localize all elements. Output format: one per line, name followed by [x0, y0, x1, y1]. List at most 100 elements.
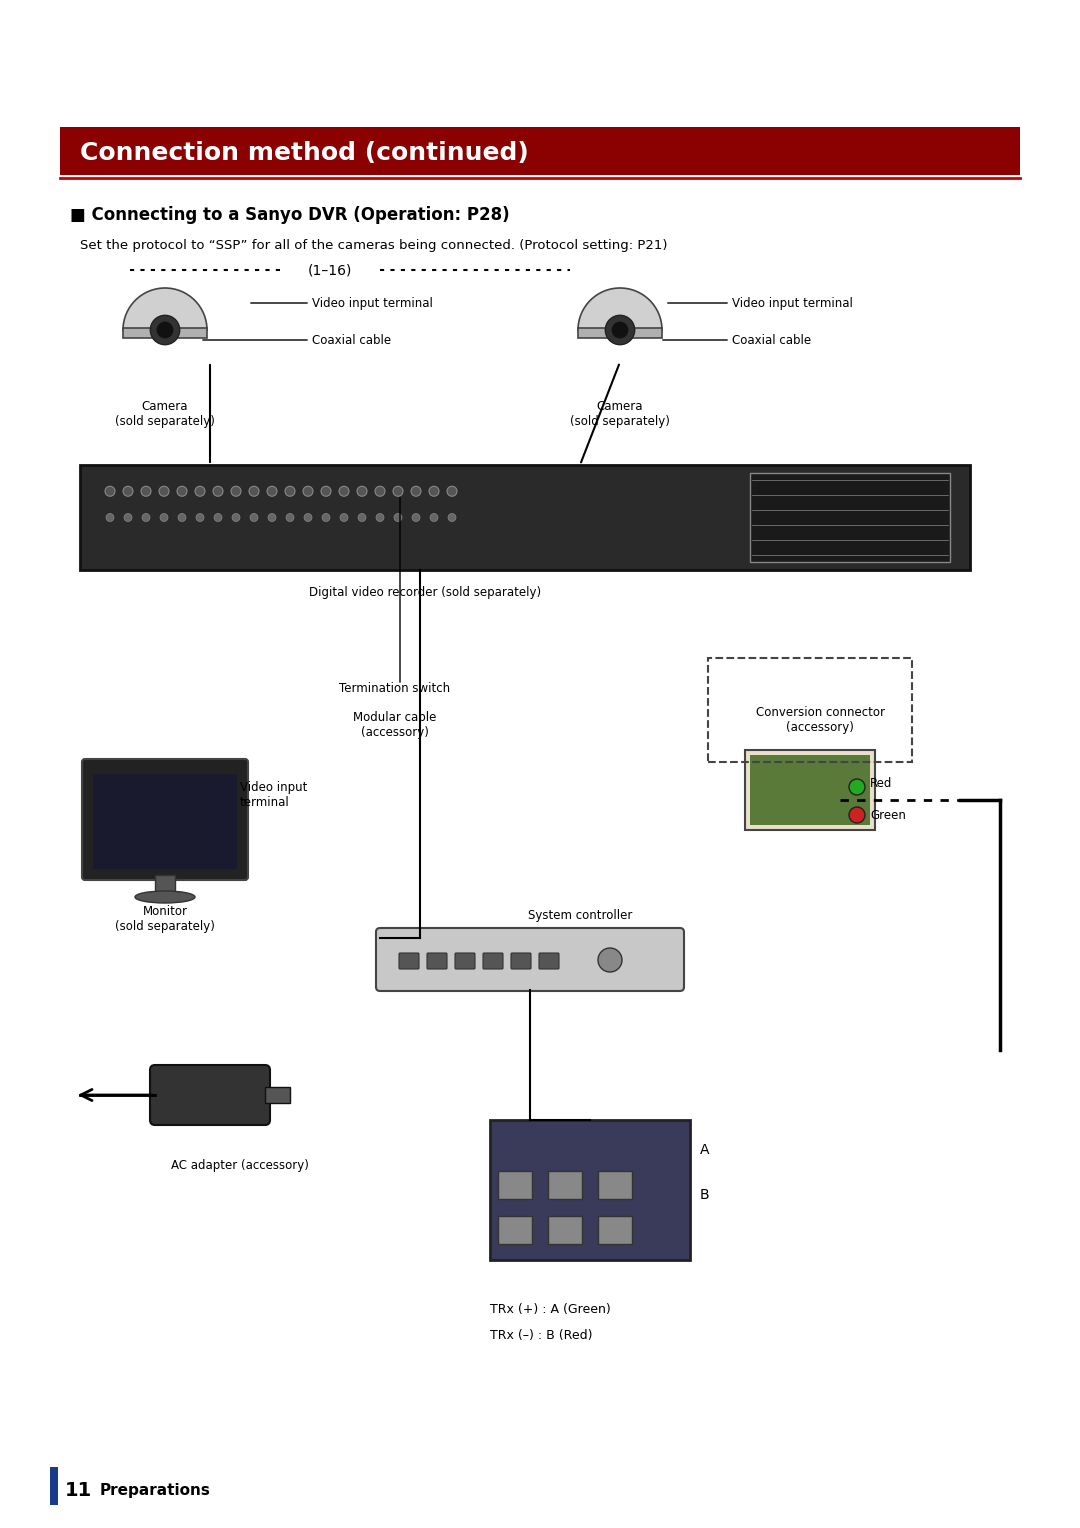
- Text: Green: Green: [870, 808, 906, 822]
- Circle shape: [429, 486, 438, 497]
- Circle shape: [141, 486, 151, 497]
- Text: Modular cable
(accessory): Modular cable (accessory): [353, 711, 436, 740]
- FancyBboxPatch shape: [598, 1170, 632, 1199]
- Circle shape: [448, 513, 456, 521]
- Circle shape: [598, 947, 622, 972]
- Circle shape: [178, 513, 186, 521]
- Ellipse shape: [135, 891, 195, 903]
- Text: ■ Connecting to a Sanyo DVR (Operation: P28): ■ Connecting to a Sanyo DVR (Operation: …: [70, 206, 510, 225]
- Circle shape: [177, 486, 187, 497]
- Circle shape: [357, 486, 367, 497]
- Circle shape: [141, 513, 150, 521]
- Bar: [156, 876, 175, 897]
- Circle shape: [430, 513, 438, 521]
- Text: Digital video recorder (sold separately): Digital video recorder (sold separately): [309, 585, 541, 599]
- FancyBboxPatch shape: [82, 759, 248, 880]
- Text: A: A: [700, 1143, 710, 1157]
- Circle shape: [249, 486, 259, 497]
- Wedge shape: [578, 287, 662, 330]
- Circle shape: [123, 486, 133, 497]
- FancyBboxPatch shape: [598, 1216, 632, 1244]
- Circle shape: [157, 321, 174, 338]
- Circle shape: [322, 513, 330, 521]
- Text: Set the protocol to “SSP” for all of the cameras being connected. (Protocol sett: Set the protocol to “SSP” for all of the…: [80, 238, 667, 252]
- FancyBboxPatch shape: [539, 953, 559, 969]
- Circle shape: [611, 321, 629, 338]
- FancyBboxPatch shape: [399, 953, 419, 969]
- Text: 11: 11: [65, 1481, 92, 1499]
- Circle shape: [150, 315, 179, 345]
- Text: Coaxial cable: Coaxial cable: [732, 333, 811, 347]
- FancyBboxPatch shape: [548, 1216, 582, 1244]
- Text: Camera
(sold separately): Camera (sold separately): [116, 400, 215, 428]
- Text: Video input
terminal: Video input terminal: [240, 781, 308, 808]
- Text: TRx (–) : B (Red): TRx (–) : B (Red): [490, 1328, 593, 1342]
- Circle shape: [159, 486, 168, 497]
- Circle shape: [339, 486, 349, 497]
- Circle shape: [160, 513, 168, 521]
- Text: Video input terminal: Video input terminal: [732, 296, 853, 310]
- FancyBboxPatch shape: [427, 953, 447, 969]
- FancyBboxPatch shape: [455, 953, 475, 969]
- Circle shape: [376, 513, 384, 521]
- Text: Connection method (continued): Connection method (continued): [80, 141, 529, 165]
- Text: Camera
(sold separately): Camera (sold separately): [570, 400, 670, 428]
- Circle shape: [849, 779, 865, 795]
- FancyBboxPatch shape: [498, 1216, 532, 1244]
- Circle shape: [267, 486, 276, 497]
- Text: Conversion connector
(accessory): Conversion connector (accessory): [756, 706, 885, 733]
- FancyBboxPatch shape: [60, 127, 1020, 176]
- Text: Preparations: Preparations: [100, 1482, 211, 1497]
- Text: AC adapter (accessory): AC adapter (accessory): [171, 1158, 309, 1172]
- FancyBboxPatch shape: [150, 1065, 270, 1125]
- Circle shape: [411, 486, 421, 497]
- Circle shape: [357, 513, 366, 521]
- Circle shape: [106, 513, 114, 521]
- Text: TRx (+) : A (Green): TRx (+) : A (Green): [490, 1303, 611, 1317]
- Text: Termination switch: Termination switch: [339, 681, 450, 695]
- Circle shape: [124, 513, 132, 521]
- FancyBboxPatch shape: [745, 750, 875, 830]
- Circle shape: [195, 513, 204, 521]
- FancyBboxPatch shape: [548, 1170, 582, 1199]
- Wedge shape: [123, 287, 207, 330]
- Circle shape: [605, 315, 635, 345]
- Circle shape: [286, 513, 294, 521]
- FancyBboxPatch shape: [511, 953, 531, 969]
- Text: Monitor
(sold separately): Monitor (sold separately): [116, 905, 215, 934]
- Circle shape: [303, 486, 313, 497]
- Circle shape: [303, 513, 312, 521]
- Circle shape: [214, 513, 222, 521]
- FancyBboxPatch shape: [498, 1170, 532, 1199]
- FancyBboxPatch shape: [483, 953, 503, 969]
- Circle shape: [447, 486, 457, 497]
- FancyBboxPatch shape: [376, 927, 684, 992]
- Bar: [750, 474, 950, 562]
- Text: (1–16): (1–16): [308, 263, 352, 277]
- Circle shape: [849, 807, 865, 824]
- Bar: [50, 1467, 58, 1505]
- FancyBboxPatch shape: [80, 465, 970, 570]
- Text: Red: Red: [870, 776, 892, 790]
- Circle shape: [393, 486, 403, 497]
- Bar: [93, 775, 237, 869]
- Text: Coaxial cable: Coaxial cable: [312, 333, 391, 347]
- Circle shape: [105, 486, 114, 497]
- Text: System controller: System controller: [528, 909, 632, 921]
- Text: Video input terminal: Video input terminal: [312, 296, 433, 310]
- Circle shape: [213, 486, 222, 497]
- Circle shape: [321, 486, 330, 497]
- Circle shape: [411, 513, 420, 521]
- Bar: [123, 329, 207, 338]
- Bar: [750, 755, 870, 825]
- Circle shape: [340, 513, 348, 521]
- Circle shape: [394, 513, 402, 521]
- Circle shape: [375, 486, 384, 497]
- Text: B: B: [700, 1187, 710, 1203]
- Circle shape: [195, 486, 205, 497]
- Circle shape: [249, 513, 258, 521]
- Circle shape: [285, 486, 295, 497]
- Circle shape: [268, 513, 276, 521]
- Bar: [265, 1086, 291, 1103]
- Bar: [578, 329, 662, 338]
